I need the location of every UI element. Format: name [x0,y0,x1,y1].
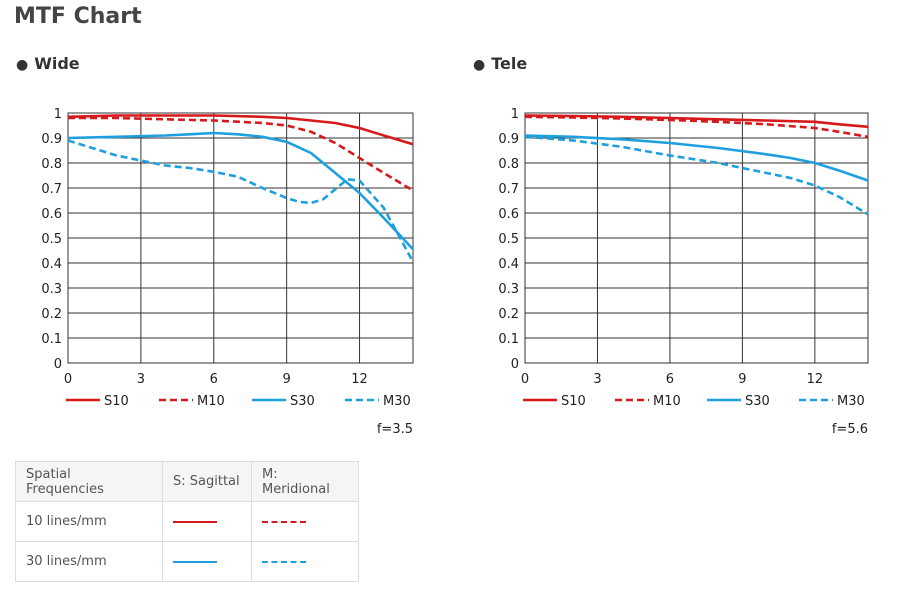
series-line-s10 [524,114,869,129]
y-tick-label: 0.5 [41,232,62,247]
dashed-line-swatch [262,520,306,523]
section-title-tele: ● Tele [473,54,527,73]
y-tick-label: 1 [54,107,62,122]
x-tick-label: 0 [64,372,72,387]
series-line-s30 [67,131,414,251]
x-tick-label: 3 [137,372,145,387]
legend-label-m30: M30 [383,394,411,409]
series-line-m10 [68,116,414,192]
series-line-m30 [67,139,415,263]
meridional-swatch-cell [251,501,359,542]
y-tick-label: 0.5 [498,232,519,247]
y-tick-label: 0.4 [498,257,519,272]
y-tick-label: 0.2 [498,307,519,322]
y-tick-label: 1 [511,107,519,122]
solid-line-swatch [173,520,217,523]
legend-table: Spatial Frequencies S: Sagittal M: Merid… [15,461,359,582]
y-tick-label: 0.3 [41,282,62,297]
bullet-icon: ● [16,57,29,73]
legend-table-header: Spatial Frequencies S: Sagittal M: Merid… [15,461,359,502]
page-title: MTF Chart [14,4,142,29]
y-tick-label: 0.6 [498,207,519,222]
legend-label-s10: S10 [104,394,129,409]
x-tick-label: 0 [521,372,529,387]
x-tick-label: 6 [210,372,218,387]
y-tick-label: 0.1 [498,332,519,347]
header-sagittal: S: Sagittal [162,461,252,502]
y-tick-label: 0.7 [41,182,62,197]
solid-line-swatch [173,560,217,563]
series-line-s10 [67,114,414,146]
plot-frame [524,112,869,364]
legend-label-s10: S10 [561,394,586,409]
mtf-chart-tele: 0 0.1 0.2 0.3 0.4 0.5 0.6 0.7 0.8 0.9 1 0 3 6 9 12 S10 M1… [498,107,869,437]
y-tick-label: 0 [511,357,519,372]
table-row: 10 lines/mm [15,501,359,542]
x-tick-label: 9 [283,372,291,387]
sagittal-swatch-cell [162,501,252,542]
y-tick-label: 0 [54,357,62,372]
x-tick-label: 9 [738,372,746,387]
series-line-s30 [524,134,869,182]
row-label: 30 lines/mm [15,541,163,582]
x-tick-label: 6 [666,372,674,387]
y-tick-label: 0.6 [41,207,62,222]
header-spatial-frequencies: Spatial Frequencies [15,461,163,502]
section-label: Tele [491,54,528,73]
y-tick-label: 0.9 [41,132,62,147]
series-line-m30 [524,135,869,216]
dashed-line-swatch [262,560,306,563]
aperture-label: f=3.5 [377,422,413,437]
y-tick-label: 0.9 [498,132,519,147]
y-tick-label: 0.3 [498,282,519,297]
table-row: 30 lines/mm [15,541,359,582]
section-title-wide: ● Wide [16,54,80,73]
legend-label-s30: S30 [290,394,315,409]
y-tick-label: 0.1 [41,332,62,347]
series-line-m10 [524,115,869,139]
y-tick-label: 0.7 [498,182,519,197]
mtf-chart-wide: 0 0.1 0.2 0.3 0.4 0.5 0.6 0.7 0.8 0.9 1 0 3 6 9 12 S10 M1… [41,107,415,437]
header-meridional: M: Meridional [251,461,359,502]
y-tick-label: 0.4 [41,257,62,272]
x-tick-label: 12 [351,372,368,387]
legend-label-m10: M10 [653,394,681,409]
y-tick-label: 0.8 [498,157,519,172]
aperture-label: f=5.6 [832,422,868,437]
legend-label-m10: M10 [197,394,225,409]
legend-label-m30: M30 [837,394,865,409]
plot-frame [67,112,414,364]
y-tick-label: 0.8 [41,157,62,172]
legend-label-s30: S30 [745,394,770,409]
section-label: Wide [34,54,80,73]
x-tick-label: 3 [593,372,601,387]
y-tick-label: 0.2 [41,307,62,322]
row-label: 10 lines/mm [15,501,163,542]
bullet-icon: ● [473,57,486,73]
sagittal-swatch-cell [162,541,252,582]
x-tick-label: 12 [807,372,824,387]
meridional-swatch-cell [251,541,359,582]
